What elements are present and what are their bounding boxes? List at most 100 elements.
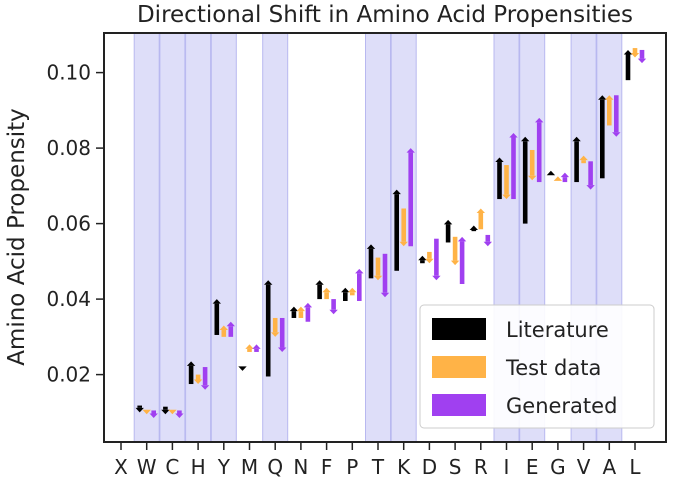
y-tick-label: 0.06 (46, 212, 91, 236)
x-tick-label: V (577, 455, 591, 479)
arrow-literature-T (366, 244, 376, 279)
highlight-band-C (159, 32, 186, 443)
arrow-generated-V (586, 161, 595, 190)
arrow-generated-C (175, 410, 184, 419)
arrow-test-L (630, 48, 640, 58)
arrow-literature-L (623, 49, 633, 81)
x-tick-label: Y (217, 455, 231, 479)
arrow-test-K (399, 208, 408, 247)
y-tick-label: 0.08 (46, 136, 91, 160)
highlight-band-T (365, 32, 391, 443)
arrow-generated-E (535, 117, 544, 183)
y-tick-label: 0.10 (46, 61, 91, 85)
arrow-literature-G (546, 170, 556, 176)
arrow-generated-I (509, 133, 518, 200)
y-axis: 0.02 0.04 0.06 0.08 0.10 (46, 61, 104, 387)
arrow-generated-S (457, 236, 467, 284)
arrow-literature-R (469, 225, 478, 232)
arrow-generated-T (380, 253, 390, 298)
arrow-test-T (373, 257, 383, 281)
arrow-test-S (450, 236, 460, 266)
arrow-literature-Y (212, 299, 221, 335)
arrow-literature-C (161, 406, 170, 415)
arrow-generated-L (637, 49, 647, 64)
x-tick-label: R (474, 455, 488, 479)
arrow-literature-D (418, 255, 427, 264)
arrow-test-V (579, 155, 588, 164)
x-tick-label: E (526, 455, 539, 479)
x-tick-label: X (114, 455, 128, 479)
legend-label: Test data (505, 356, 601, 380)
arrow-test-P (348, 287, 357, 296)
arrow-generated-H (200, 367, 210, 390)
arrow-literature-M (238, 366, 247, 371)
arrow-test-R (476, 208, 485, 230)
arrow-literature-H (186, 361, 196, 385)
arrow-test-G (553, 176, 563, 181)
highlight-band-Q (262, 32, 289, 443)
highlight-band-Y (210, 32, 237, 443)
arrow-literature-Q (264, 280, 273, 377)
arrow-generated-N (303, 302, 313, 322)
x-tick-label: P (346, 455, 358, 479)
x-tick-label: C (165, 455, 179, 479)
x-tick-label: I (504, 455, 510, 479)
arrow-test-N (296, 306, 306, 318)
highlight-band-W (133, 32, 160, 443)
arrow-test-D (425, 251, 434, 264)
arrow-generated-R (483, 234, 492, 247)
arrow-literature-K (392, 189, 401, 271)
arrow-generated-G (560, 172, 570, 183)
arrow-literature-W (135, 405, 144, 413)
arrow-generated-A (612, 95, 621, 137)
x-tick-label: S (449, 455, 462, 479)
legend-label: Literature (506, 318, 609, 342)
chart-title: Directional Shift in Amino Acid Propensi… (137, 2, 633, 28)
arrow-test-F (322, 287, 331, 300)
arrow-generated-F (329, 299, 338, 315)
arrow-generated-P (355, 268, 364, 301)
y-tick-label: 0.02 (46, 363, 91, 387)
x-tick-label: T (371, 455, 385, 479)
y-axis-label: Amino Acid Propensity (4, 108, 30, 366)
x-tick-label: M (241, 455, 258, 479)
arrow-literature-A (598, 95, 607, 179)
arrow-generated-Y (226, 321, 235, 337)
arrow-test-Y (219, 325, 228, 337)
x-tick-label: Q (267, 455, 283, 479)
legend-label: Generated (506, 394, 617, 418)
arrow-test-E (528, 149, 537, 181)
legend-swatch-generated (432, 394, 486, 416)
x-tick-label: N (293, 455, 308, 479)
data-marks (135, 48, 647, 419)
x-tick-label: G (550, 455, 566, 479)
x-tick-label: W (137, 455, 157, 479)
arrow-test-C (168, 409, 177, 415)
x-tick-label: H (191, 455, 206, 479)
arrow-generated-Q (278, 317, 287, 352)
x-tick-label: D (422, 455, 437, 479)
arrow-test-A (605, 95, 614, 126)
highlight-bands (133, 32, 623, 443)
arrow-test-Q (271, 317, 280, 337)
legend-swatch-test-data (432, 356, 486, 378)
arrow-literature-I (495, 157, 504, 200)
arrow-literature-E (521, 136, 530, 224)
x-tick-label: A (602, 455, 616, 479)
arrow-test-H (193, 374, 203, 385)
arrow-test-W (142, 409, 151, 415)
arrow-generated-D (432, 238, 441, 281)
arrow-literature-N (289, 306, 299, 318)
arrow-test-I (502, 165, 511, 200)
legend: Literature Test data Generated (419, 304, 655, 429)
arrow-literature-P (341, 287, 350, 301)
arrow-literature-S (443, 219, 453, 243)
arrow-test-M (245, 344, 254, 352)
arrow-generated-M (252, 344, 261, 352)
x-tick-label: L (629, 455, 641, 479)
arrow-generated-W (149, 410, 158, 419)
x-tick-label: K (397, 455, 411, 479)
arrow-literature-F (315, 280, 324, 300)
